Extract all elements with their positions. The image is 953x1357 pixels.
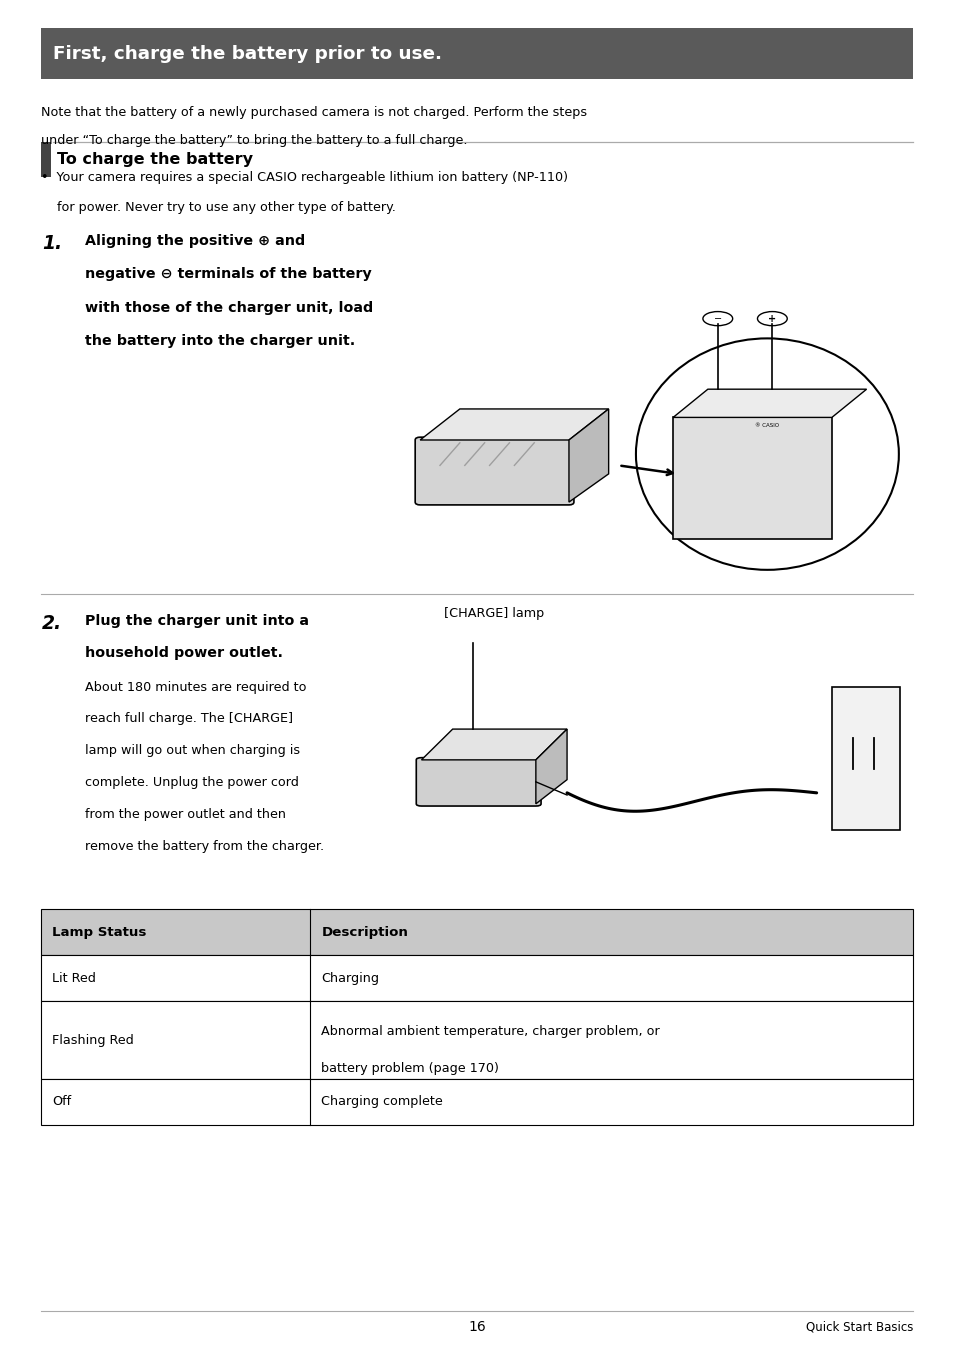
Text: Lit Red: Lit Red [52,972,96,985]
Polygon shape [536,729,566,803]
Text: ® CASIO: ® CASIO [755,423,779,429]
Text: with those of the charger unit, load: with those of the charger unit, load [85,301,373,315]
Text: household power outlet.: household power outlet. [85,646,283,660]
Text: lamp will go out when charging is: lamp will go out when charging is [85,744,299,757]
Text: remove the battery from the charger.: remove the battery from the charger. [85,840,324,854]
Text: Charging complete: Charging complete [321,1095,443,1109]
Polygon shape [673,418,831,539]
FancyBboxPatch shape [415,437,574,505]
Text: Plug the charger unit into a: Plug the charger unit into a [85,613,309,628]
Bar [41,27,912,79]
Text: Aligning the positive ⊕ and: Aligning the positive ⊕ and [85,233,305,248]
Polygon shape [673,389,865,418]
Polygon shape [568,408,608,502]
Bar [41,141,51,176]
Text: Quick Start Basics: Quick Start Basics [804,1320,912,1334]
Text: Flashing Red: Flashing Red [52,1034,134,1046]
Text: •  Your camera requires a special CASIO rechargeable lithium ion battery (NP-110: • Your camera requires a special CASIO r… [41,171,567,185]
Bar [41,909,912,955]
Text: the battery into the charger unit.: the battery into the charger unit. [85,334,355,347]
Text: First, charge the battery prior to use.: First, charge the battery prior to use. [53,45,442,62]
Text: About 180 minutes are required to: About 180 minutes are required to [85,681,306,693]
Polygon shape [419,408,608,440]
Text: 2.: 2. [42,613,62,634]
Text: To charge the battery: To charge the battery [57,152,253,167]
Text: under “To charge the battery” to bring the battery to a full charge.: under “To charge the battery” to bring t… [41,134,467,148]
Text: complete. Unplug the power cord: complete. Unplug the power cord [85,776,298,790]
Bar [41,1001,912,1079]
Text: Off: Off [52,1095,71,1109]
Bar [831,687,899,830]
FancyBboxPatch shape [416,757,540,806]
Text: 16: 16 [468,1320,485,1334]
Text: reach full charge. The [CHARGE]: reach full charge. The [CHARGE] [85,712,293,726]
Text: Description: Description [321,925,408,939]
Text: −: − [713,313,721,323]
Text: from the power outlet and then: from the power outlet and then [85,809,286,821]
Text: Abnormal ambient temperature, charger problem, or: Abnormal ambient temperature, charger pr… [321,1025,659,1038]
Bar [41,955,912,1001]
Text: 1.: 1. [42,233,62,254]
Text: for power. Never try to use any other type of battery.: for power. Never try to use any other ty… [41,201,395,214]
Polygon shape [421,729,566,760]
Text: +: + [767,313,776,323]
Text: battery problem (page 170): battery problem (page 170) [321,1063,498,1075]
Text: negative ⊖ terminals of the battery: negative ⊖ terminals of the battery [85,267,372,281]
Text: Lamp Status: Lamp Status [52,925,147,939]
Bar [41,1079,912,1125]
Text: Note that the battery of a newly purchased camera is not charged. Perform the st: Note that the battery of a newly purchas… [41,106,586,119]
Text: [CHARGE] lamp: [CHARGE] lamp [443,608,543,620]
Text: Charging: Charging [321,972,379,985]
